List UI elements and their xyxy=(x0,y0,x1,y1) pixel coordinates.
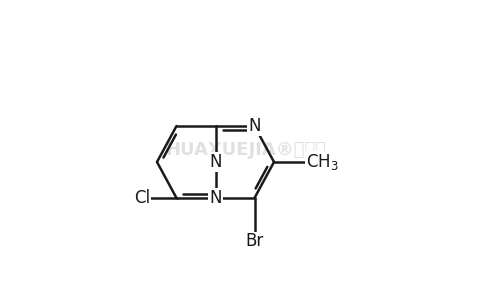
Text: N: N xyxy=(248,117,261,135)
Text: Cl: Cl xyxy=(134,189,150,207)
Text: N: N xyxy=(209,153,222,171)
Text: N: N xyxy=(209,189,222,207)
Text: Br: Br xyxy=(246,232,264,250)
Text: CH$_3$: CH$_3$ xyxy=(305,152,338,172)
Text: HUAXUEJIA®化学加: HUAXUEJIA®化学加 xyxy=(165,141,326,159)
